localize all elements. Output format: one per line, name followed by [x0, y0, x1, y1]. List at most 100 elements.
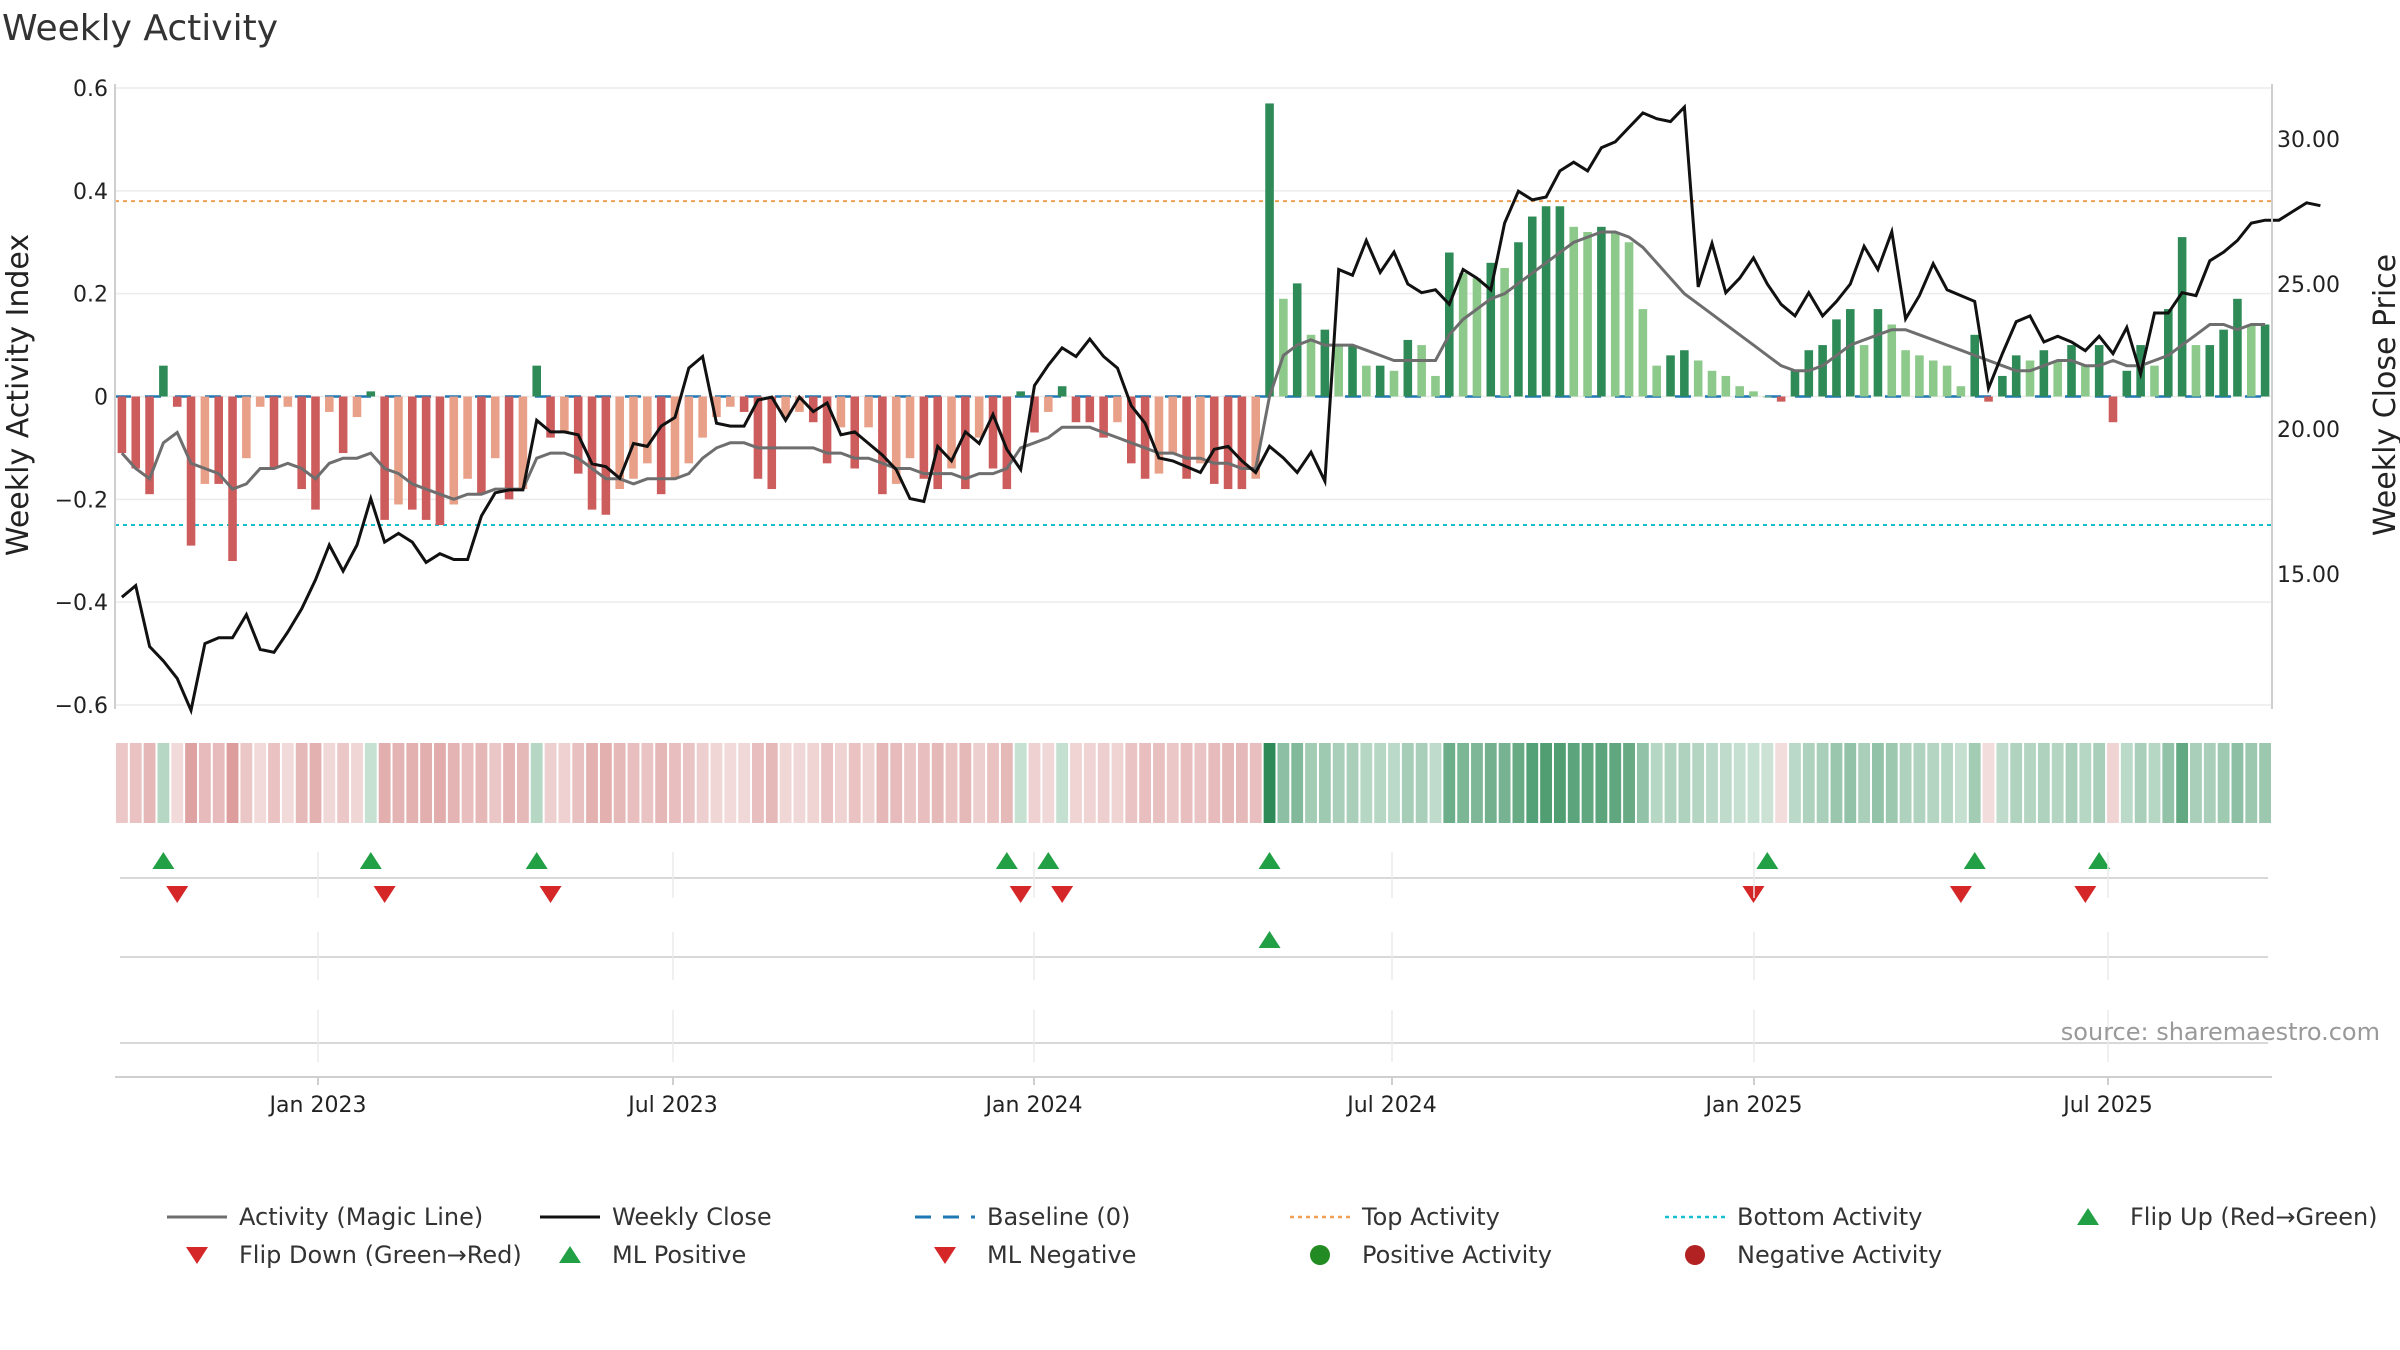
heat-cell [1968, 743, 1981, 823]
activity-bar [1956, 386, 1966, 397]
heat-cell [1927, 743, 1940, 823]
activity-bar [1016, 391, 1025, 397]
heat-cell [641, 743, 654, 823]
y2-tick-label: 30.00 [2277, 128, 2340, 153]
heat-cell [503, 743, 515, 823]
weekly-close-series [120, 103, 2321, 716]
heat-cell [1014, 743, 1027, 823]
heat-cell [185, 743, 197, 823]
heat-cell [489, 743, 502, 823]
activity-bar [407, 396, 417, 510]
legend-label: Baseline (0) [987, 1203, 1130, 1231]
x-tick-label: Jul 2024 [1345, 1093, 1437, 1118]
legend-label: Flip Down (Green→Red) [239, 1241, 522, 1269]
heat-cell [226, 743, 239, 823]
heat-cell [1291, 743, 1304, 823]
heat-cell [1097, 743, 1110, 823]
activity-bar [504, 396, 514, 500]
activity-bar [1126, 396, 1136, 464]
activity-bar [1680, 350, 1689, 397]
heat-cell [1056, 743, 1069, 823]
heat-cell [420, 743, 433, 823]
activity-bar [1044, 396, 1053, 412]
heat-cell [2134, 743, 2147, 823]
activity-bar [1292, 283, 1302, 397]
heat-cell [752, 743, 764, 823]
heat-cell [1913, 743, 1926, 823]
legend-item: Activity (Magic Line) [167, 1203, 483, 1231]
activity-bar [394, 396, 403, 505]
heat-cell [254, 743, 267, 823]
heat-cell [212, 743, 225, 823]
activity-bar [1928, 360, 1938, 397]
heat-cell [1249, 743, 1262, 823]
heat-cell [1885, 743, 1898, 823]
heat-cell [1457, 743, 1470, 823]
heat-cell [710, 743, 723, 823]
activity-bar [283, 396, 293, 407]
heat-cell [1761, 743, 1774, 823]
heat-cell [1650, 743, 1663, 823]
activity-bar [1251, 396, 1261, 479]
heat-cell [2024, 743, 2036, 823]
heat-cell [516, 743, 529, 823]
heat-cell [1070, 743, 1082, 823]
heat-cell [2079, 743, 2092, 823]
activity-bar [1265, 103, 1274, 397]
heat-cell [1263, 743, 1276, 823]
heat-cell [572, 743, 585, 823]
activity-bar [1541, 206, 1551, 397]
activity-bar [145, 396, 154, 495]
activity-bar [2219, 329, 2228, 397]
activity-bar [698, 396, 707, 438]
heat-cell [544, 743, 557, 823]
activity-bar [739, 396, 749, 412]
heat-cell [655, 743, 668, 823]
heat-cell [1180, 743, 1193, 823]
activity-bar [159, 365, 168, 397]
activity-bar [1707, 370, 1717, 397]
heat-cell [447, 743, 460, 823]
flip-up-marker [1756, 852, 1779, 869]
activity-bar [656, 396, 666, 495]
activity-bar [1887, 324, 1897, 397]
flip-down-marker [539, 886, 562, 903]
heat-cell [1747, 743, 1760, 823]
heat-cell [558, 743, 571, 823]
y-axis-label: Weekly Activity Index [1, 234, 36, 556]
heat-cell [959, 743, 972, 823]
heat-cell [1498, 743, 1511, 823]
heat-cell [1305, 743, 1317, 823]
activity-bar [1113, 396, 1122, 423]
heat-cell [738, 743, 751, 823]
heat-cell [1678, 743, 1691, 823]
activity-bar [836, 396, 846, 428]
heat-cell [1277, 743, 1290, 823]
axes: 0.6 0.4 0.2 0 −0.2 −0.4 −0.6 30.00 25.00 20.00 15.… [55, 77, 2340, 1118]
heat-cell [337, 743, 350, 823]
activity-bar [1942, 365, 1952, 397]
activity-bar [1223, 396, 1233, 490]
heat-cell [669, 743, 681, 823]
heat-cell [890, 743, 903, 823]
heat-cell [240, 743, 253, 823]
heat-cell [1139, 743, 1152, 823]
flip-markers [152, 852, 2111, 948]
activity-bar [947, 396, 956, 469]
heat-cell [1208, 743, 1221, 823]
heat-cell [696, 743, 709, 823]
heat-cell [1733, 743, 1746, 823]
heat-cell [1996, 743, 2009, 823]
activity-bar [380, 396, 389, 520]
activity-bar [325, 396, 334, 412]
heat-cell [1443, 743, 1456, 823]
activity-bar [1998, 375, 2007, 397]
activity-bar [601, 396, 611, 515]
heat-cell [198, 743, 211, 823]
heat-cell [1567, 743, 1580, 823]
activity-bar [1790, 370, 1800, 397]
activity-bar [1597, 226, 1606, 397]
heat-cell [1083, 743, 1096, 823]
activity-bar [2164, 309, 2173, 397]
heat-cell [1609, 743, 1622, 823]
